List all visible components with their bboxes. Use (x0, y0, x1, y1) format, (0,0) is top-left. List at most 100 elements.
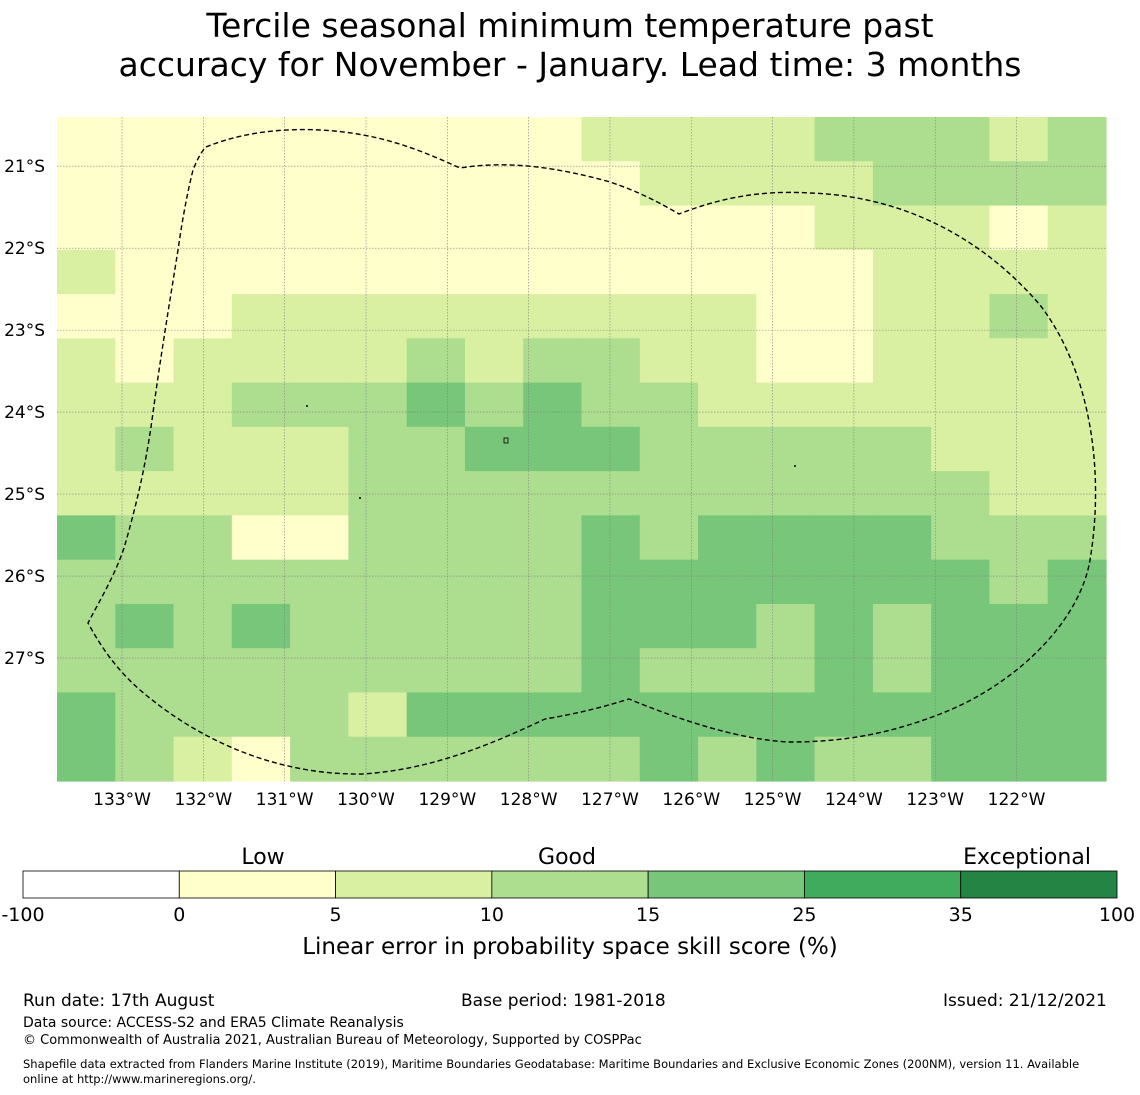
colorbar-tick-label: 15 (636, 904, 660, 926)
grid-cell (814, 692, 874, 738)
grid-cell (814, 559, 874, 605)
colorbar-segment (178, 870, 336, 899)
colorbar-tick-label: 10 (480, 904, 504, 926)
grid-cell (698, 249, 757, 295)
grid-cell (581, 426, 641, 472)
grid-cell (872, 117, 932, 162)
grid-cell (231, 382, 291, 428)
grid-cell (872, 426, 932, 472)
grid-cell (290, 559, 349, 605)
grid-cell (931, 117, 991, 162)
shapefile-credit-line-1: Shapefile data extracted from Flanders M… (23, 1057, 1080, 1071)
grid-cell (639, 249, 699, 295)
grid-cell (523, 736, 583, 782)
grid-cell (756, 205, 816, 251)
island (794, 465, 796, 467)
grid-cell (464, 338, 524, 384)
longitude-label: 133°W (93, 790, 151, 810)
grid-cell (115, 515, 175, 561)
latitude-label: 22°S (4, 239, 45, 259)
colorbar-category-label: Good (538, 845, 596, 870)
latitude-labels: 21°S 22°S 23°S 24°S 25°S 26°S 27°S (4, 157, 45, 669)
latitude-label: 21°S (4, 157, 45, 177)
grid-cell (989, 692, 1049, 738)
grid-cell (464, 559, 524, 605)
grid-cell (639, 382, 699, 428)
grid-cell (756, 648, 816, 694)
grid-cell (814, 117, 874, 162)
grid-cell (814, 249, 874, 295)
grid-cell (523, 249, 583, 295)
grid-cell (581, 382, 641, 428)
grid-cell (173, 161, 233, 207)
grid-cell (523, 161, 583, 207)
grid-cell (464, 205, 524, 251)
colorbar-tick-label: 25 (792, 904, 816, 926)
island (503, 437, 509, 444)
grid-cell (290, 515, 349, 561)
grid-cell (1047, 294, 1107, 339)
grid-cell (698, 426, 757, 472)
colorbar-segment (491, 870, 649, 899)
grid-cell (756, 515, 816, 561)
grid-cell (231, 692, 291, 738)
grid-cell (756, 471, 816, 516)
run-date: Run date: 17th August (23, 991, 215, 1011)
grid-cell (231, 559, 291, 605)
skill-score-map: 21°S22°S23°S24°S25°S26°S27°S 133°W 132°W 1… (4, 117, 1107, 810)
grid-cell (698, 515, 757, 561)
grid-cell (231, 648, 291, 694)
grid-cell (931, 249, 991, 295)
grid-cell (231, 205, 291, 251)
grid-cell (464, 603, 524, 649)
grid-cell (639, 161, 699, 207)
latitude-label: 25°S (4, 485, 45, 505)
grid-cell (348, 736, 408, 782)
grid-cell (523, 117, 583, 162)
grid-cell (872, 205, 932, 251)
colorbar-segment (960, 870, 1118, 899)
grid-cell (464, 117, 524, 162)
grid-cell (756, 559, 816, 605)
skill-grid-cells (57, 117, 1107, 782)
colorbar-category-label: Exceptional (963, 845, 1091, 870)
grid-cell (989, 471, 1049, 516)
grid-cell (756, 338, 816, 384)
grid-cell (406, 648, 466, 694)
grid-cell (872, 294, 932, 339)
grid-cell (231, 249, 291, 295)
grid-cell (581, 205, 641, 251)
grid-cell (231, 736, 291, 782)
island (359, 497, 361, 499)
grid-cell (698, 338, 757, 384)
grid-cell (581, 515, 641, 561)
grid-cell (989, 249, 1049, 295)
grid-cell (581, 559, 641, 605)
grid-cell (464, 426, 524, 472)
longitude-label: 125°W (744, 790, 802, 810)
grid-cell (581, 471, 641, 516)
grid-cell (115, 736, 175, 782)
grid-cell (406, 603, 466, 649)
grid-cell (698, 205, 757, 251)
grid-cell (639, 117, 699, 162)
title-line-2: accuracy for November - January. Lead ti… (118, 45, 1022, 84)
grid-cell (698, 117, 757, 162)
colorbar-segment (22, 870, 180, 899)
grid-cell (756, 294, 816, 339)
grid-cell (406, 426, 466, 472)
grid-cell (989, 205, 1049, 251)
colorbar-category-label: Low (241, 845, 284, 870)
grid-cell (814, 205, 874, 251)
grid-cell (115, 648, 175, 694)
grid-cell (814, 603, 874, 649)
grid-cell (931, 736, 991, 782)
grid-cell (698, 648, 757, 694)
grid-cell (1047, 426, 1107, 472)
grid-cell (639, 426, 699, 472)
grid-cell (57, 692, 116, 738)
shapefile-credit-line-2: online at http://www.marineregions.org/. (23, 1072, 256, 1086)
colorbar-tick-label: -100 (1, 904, 44, 926)
latitude-label: 27°S (4, 649, 45, 669)
map-gridlines (57, 117, 1106, 781)
